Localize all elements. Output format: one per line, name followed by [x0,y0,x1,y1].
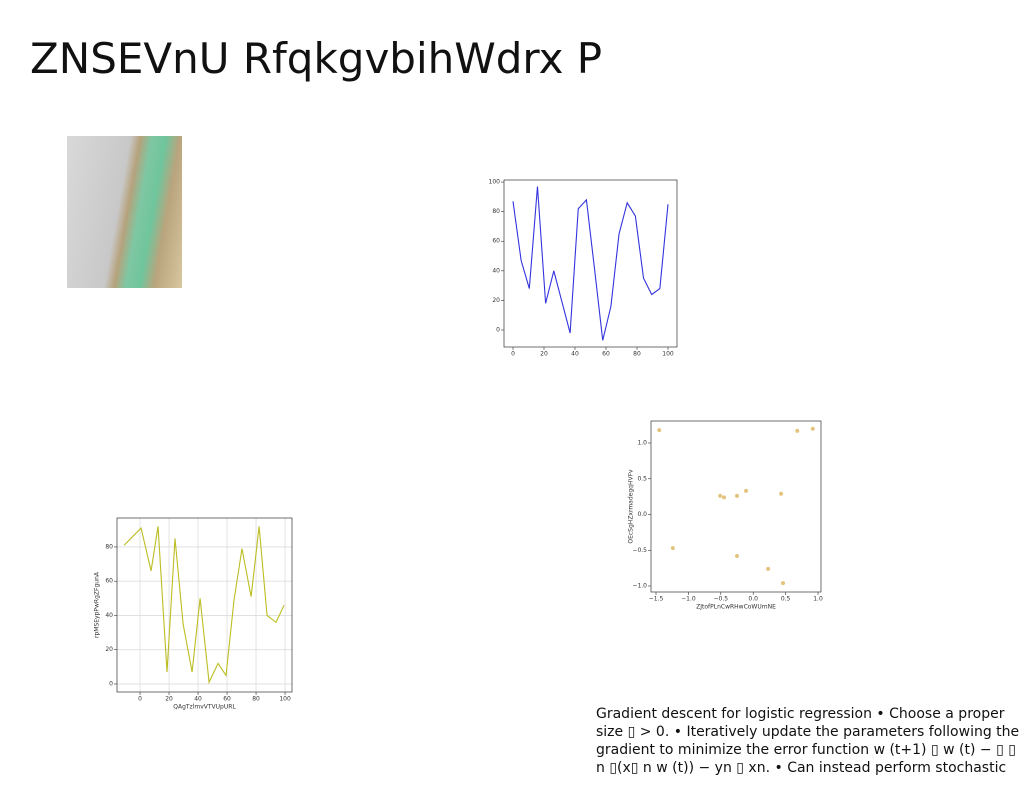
y-tick-label: 1.0 [637,440,647,447]
y-axis-label: rpMSEypPwRgZFgunA [94,571,101,638]
point [795,428,800,433]
x-tick-label: 0 [511,351,515,358]
y-tick-label: −1.0 [632,582,647,589]
y-tick-label: 100 [489,179,501,186]
x-tick-label: 20 [165,696,173,703]
y-tick-label: 40 [492,267,500,274]
x-tick-label: 1.0 [813,596,823,603]
x-tick-label: 100 [279,696,291,703]
x-tick-label: 0.5 [781,596,791,603]
y-tick-label: 0 [496,326,500,333]
x-tick-label: 60 [223,696,231,703]
x-axis-label: ZJtofPLnCwRHwCoWUmNE [696,604,776,611]
x-tick-label: 80 [633,351,641,358]
x-tick-label: 0.0 [748,596,758,603]
line [123,526,285,685]
plot-frame [503,179,678,348]
y-tick-label: 60 [492,238,500,245]
y-tick-label: 80 [492,208,500,215]
y-tick-label: 0.5 [637,475,647,482]
plot-frame [116,517,293,693]
plot-frame [650,420,822,593]
point [779,491,784,496]
x-tick-label: 100 [662,351,674,358]
y-tick-label: 60 [105,578,113,585]
point [657,428,662,433]
y-tick-label: 20 [492,297,500,304]
slide-title: ZNSEVnU RfqkgvbihWdrx P [30,34,603,83]
x-tick-label: −1.5 [649,596,664,603]
body-text: Gradient descent for logistic regression… [596,706,1020,776]
point [670,546,675,551]
y-tick-label: 0 [109,680,113,687]
point [744,488,749,493]
point [722,495,727,500]
y-tick-label: 0.0 [637,511,647,518]
point [718,493,723,498]
image [67,136,182,288]
x-tick-label: 20 [540,351,548,358]
point [735,493,740,498]
y-axis-label: OEcSgHZxrmadegqHVFv [628,469,635,544]
line [512,186,669,341]
y-tick-label: 20 [105,646,113,653]
point [810,426,815,431]
y-tick-label: 80 [105,543,113,550]
point [766,566,771,571]
y-tick-label: 40 [105,612,113,619]
x-tick-label: 40 [194,696,202,703]
y-tick-label: −0.5 [632,547,647,554]
x-tick-label: 40 [571,351,579,358]
x-tick-label: −1.0 [681,596,696,603]
x-tick-label: 60 [602,351,610,358]
point [735,553,740,558]
x-tick-label: 0 [138,696,142,703]
x-axis-label: QAgTzlmvVTVUpURL [173,704,236,711]
x-tick-label: −0.5 [714,596,729,603]
x-tick-label: 80 [252,696,260,703]
point [781,581,786,586]
